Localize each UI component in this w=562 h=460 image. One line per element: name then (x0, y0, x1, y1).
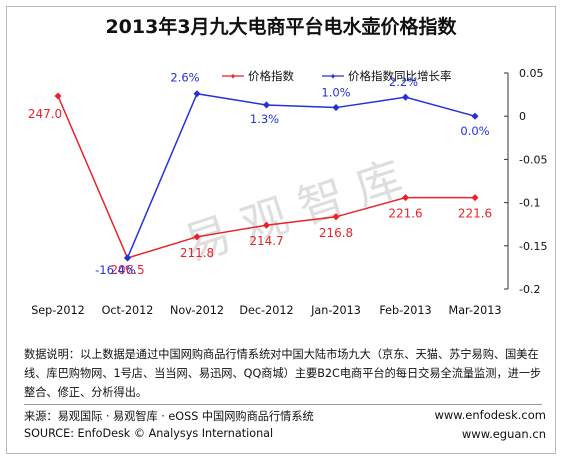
source-cn: 来源：易观国际 · 易观智库 · eOSS 中国网购商品行情系统 (24, 410, 314, 423)
data-note: 数据说明：以上数据是通过中国网购商品行情系统对中国大陆市场九大（京东、天猫、苏宁… (24, 348, 542, 399)
y2-tick-label: 0 (519, 110, 526, 123)
website-link-enfodesk[interactable]: www.enfodesk.com (434, 408, 546, 422)
yoy-growth-point (401, 93, 410, 101)
x-tick-label: Mar-2013 (449, 304, 502, 317)
price-index-point (471, 194, 479, 202)
yoy-growth-data-label: 1.3% (250, 112, 279, 126)
price-index-point (262, 221, 271, 229)
series-yoy-growth-line (126, 92, 476, 259)
price-index-point (401, 194, 410, 202)
y2-tick-label: -0.1 (519, 197, 540, 210)
chart-title: 2013年3月九大电商平台电水壶价格指数 (105, 16, 457, 38)
website-link-eguan[interactable]: www.eguan.cn (461, 427, 546, 441)
y2-tick-label: 0.05 (519, 67, 544, 80)
price-index-data-label: 247.0 (28, 107, 62, 121)
yoy-growth-point (193, 90, 201, 98)
yoy-growth-point (123, 254, 132, 262)
divider (24, 404, 542, 405)
price-index-data-label: 214.7 (249, 234, 283, 248)
y2-tick-label: -0.05 (519, 153, 547, 166)
price-index-data-label: 221.6 (458, 207, 492, 221)
yoy-growth-point (262, 101, 271, 109)
yoy-growth-data-label: 0.0% (460, 124, 489, 138)
yoy-growth-data-label: -16.4% (95, 263, 136, 277)
x-tick-label: Jan-2013 (310, 304, 361, 317)
price-index-point (193, 233, 201, 241)
x-tick-label: Dec-2012 (239, 304, 293, 317)
price-index-point (54, 92, 62, 100)
x-tick-label: Sep-2012 (31, 304, 85, 317)
price-index-point (332, 213, 340, 221)
price-index-data-label: 211.8 (180, 246, 214, 260)
price-index-data-label: 206.5 (110, 263, 144, 277)
legend-marker: ✦ (329, 73, 337, 83)
legend-label: 价格指数 (248, 69, 294, 83)
price-index-data-label: 221.6 (388, 207, 422, 221)
legend-marker: ✦ (229, 73, 237, 83)
x-tick-label: Nov-2012 (170, 304, 224, 317)
legend-label: 价格指数同比增长率 (348, 69, 452, 83)
x-tick-label: Feb-2013 (379, 304, 431, 317)
x-tick-label: Oct-2012 (102, 304, 154, 317)
chart-frame (6, 6, 556, 454)
yoy-growth-data-label: 2.2% (389, 75, 418, 89)
price-index-data-label: 216.8 (319, 226, 353, 240)
source-en: SOURCE: EnfoDesk © Analysys Internationa… (24, 427, 274, 440)
yoy-growth-data-label: 2.6% (170, 71, 199, 85)
yoy-growth-point (332, 104, 340, 112)
y2-tick-label: -0.15 (519, 240, 547, 253)
y2-tick-label: -0.2 (519, 283, 540, 296)
yoy-growth-point (471, 112, 479, 120)
yoy-growth-data-label: 1.0% (321, 86, 350, 100)
